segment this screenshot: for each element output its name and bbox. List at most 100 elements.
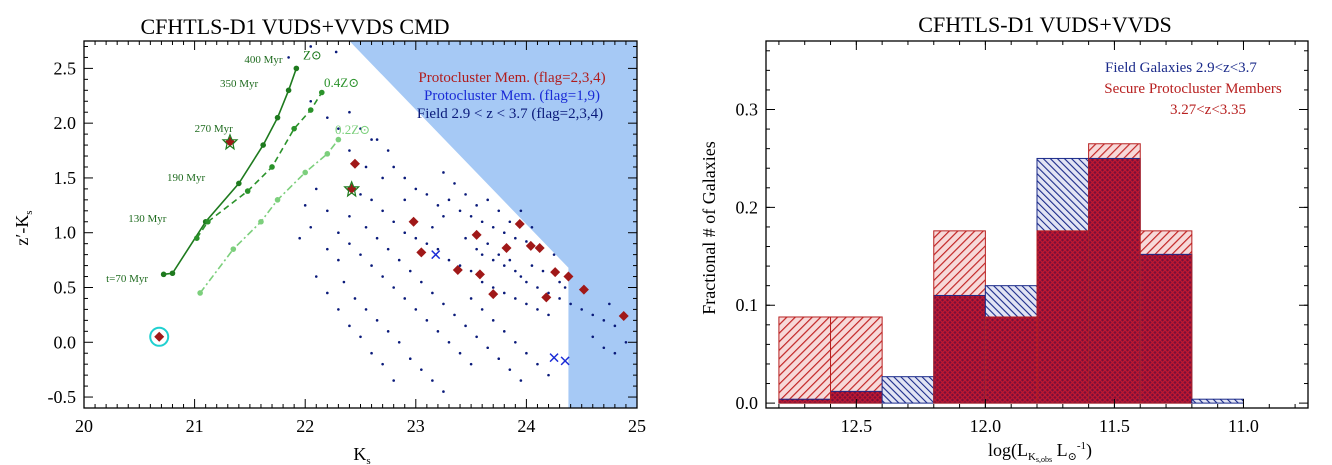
protocluster-member-point <box>416 247 427 258</box>
x-tick-label: 25 <box>628 416 646 436</box>
field-galaxy-point <box>608 302 611 306</box>
protocluster-flag19-point <box>549 353 559 363</box>
field-galaxy-point <box>508 220 512 224</box>
field-galaxy-point <box>525 302 528 306</box>
field-galaxy-point <box>469 297 473 300</box>
field-galaxy-point <box>497 357 501 361</box>
field-galaxy-point <box>497 209 501 213</box>
y-tick-label: -0.5 <box>48 387 77 407</box>
field-galaxy-point <box>442 214 445 218</box>
track-metallicity-labels: Z⊙0.4Z⊙ 0.2Z⊙ <box>303 48 370 137</box>
track-point <box>236 180 242 187</box>
field-galaxy-point <box>403 231 407 235</box>
field-galaxy-point <box>569 302 572 306</box>
field-galaxy-point <box>397 340 401 344</box>
field-galaxy-point <box>403 297 407 300</box>
field-galaxy-point <box>420 280 423 284</box>
field-galaxy-point <box>309 45 313 48</box>
y-tick-label: 1.5 <box>54 168 77 188</box>
field-galaxy-point <box>353 297 357 300</box>
track-point <box>318 89 325 96</box>
legend-entry: Field Galaxies 2.9<z<3.7 <box>1105 60 1257 76</box>
field-galaxy-point <box>613 351 617 355</box>
track-point <box>244 188 251 194</box>
legend-entry: Field 2.9 < z < 3.7 (flag=2,3,4) <box>417 106 603 122</box>
field-galaxy-point <box>425 319 429 322</box>
field-galaxy-point <box>447 340 451 344</box>
field-galaxy-point <box>613 324 617 328</box>
field-galaxy-point <box>370 138 373 141</box>
field-galaxy-point <box>519 275 523 278</box>
field-galaxy-point <box>547 313 550 317</box>
field-galaxy-point <box>464 193 467 196</box>
x-tick-label: 24 <box>517 416 535 436</box>
protocluster-member-point <box>525 240 536 251</box>
x-tick-label: 11.5 <box>1099 416 1130 436</box>
field-galaxy-point <box>514 340 517 344</box>
track-point <box>274 114 281 121</box>
cmd-title: CFHTLS-D1 VUDS+VVDS CMD <box>140 14 449 39</box>
histogram-title: CFHTLS-D1 VUDS+VVDS <box>918 12 1171 37</box>
field-galaxy-point <box>414 308 418 311</box>
field-galaxy-point <box>370 351 373 355</box>
y-tick-label: 0.2 <box>736 197 759 217</box>
track-point <box>194 235 200 241</box>
field-galaxy-point <box>453 182 456 185</box>
field-galaxy-point <box>536 286 539 289</box>
protocluster-member-point <box>471 229 482 240</box>
field-galaxy-point <box>502 231 506 235</box>
x-tick-label: 12.5 <box>841 416 873 436</box>
protocluster-member-point <box>349 158 360 169</box>
field-galaxy-point <box>624 340 628 344</box>
track-point <box>307 107 314 113</box>
track-point <box>335 136 342 143</box>
field-galaxy-point <box>408 269 412 273</box>
histogram-protocluster-bar <box>933 230 986 296</box>
field-galaxy-point <box>442 171 445 174</box>
field-galaxy-point <box>381 275 384 278</box>
track-point <box>302 169 309 176</box>
field-galaxy-point <box>458 351 462 355</box>
legend-entry: Protocluster Mem. (flag=2,3,4) <box>418 70 605 86</box>
field-galaxy-point <box>536 308 539 311</box>
histogram-field-bar <box>985 285 1037 317</box>
field-galaxy-point <box>334 50 338 54</box>
field-galaxy-point <box>425 242 429 245</box>
field-galaxy-point <box>375 319 379 322</box>
field-galaxy-point <box>436 204 440 207</box>
field-galaxy-point <box>497 253 501 256</box>
track-line <box>196 92 323 239</box>
track-age-label: 400 Myr <box>244 54 283 66</box>
track-line <box>163 68 298 276</box>
field-galaxy-point <box>364 165 368 169</box>
field-galaxy-point <box>508 258 512 262</box>
protocluster-member-point <box>618 310 629 321</box>
x-tick-label: 11.0 <box>1228 416 1259 436</box>
y-tick-label: 0.1 <box>736 295 759 315</box>
field-galaxy-point <box>502 291 506 295</box>
field-galaxy-point <box>431 291 434 295</box>
histogram-bars <box>778 143 1244 404</box>
field-galaxy-point <box>337 127 340 130</box>
x-tick-label: 23 <box>407 416 425 436</box>
protocluster-member-point <box>541 292 552 303</box>
field-galaxy-point <box>530 225 534 229</box>
cmd-y-axis-label: z′-Ks <box>12 210 35 245</box>
field-galaxy-point <box>287 56 290 59</box>
field-galaxy-point <box>342 280 346 284</box>
field-galaxy-point <box>326 247 329 251</box>
field-galaxy-point <box>486 242 489 245</box>
field-galaxy-point <box>431 225 434 229</box>
field-galaxy-point <box>392 379 395 382</box>
legend-entry: Protocluster Mem. (flag=1,9) <box>424 88 600 104</box>
histogram-field-bar <box>882 376 934 404</box>
histogram-protocluster-bar <box>1088 143 1141 159</box>
track-point <box>293 65 300 72</box>
histogram-overlap-bar <box>1037 230 1089 404</box>
field-galaxy-point <box>436 247 440 251</box>
field-galaxy-point <box>525 240 528 243</box>
histogram-protocluster-bar <box>830 316 883 392</box>
track-point <box>160 271 167 278</box>
field-galaxy-point <box>447 198 451 202</box>
